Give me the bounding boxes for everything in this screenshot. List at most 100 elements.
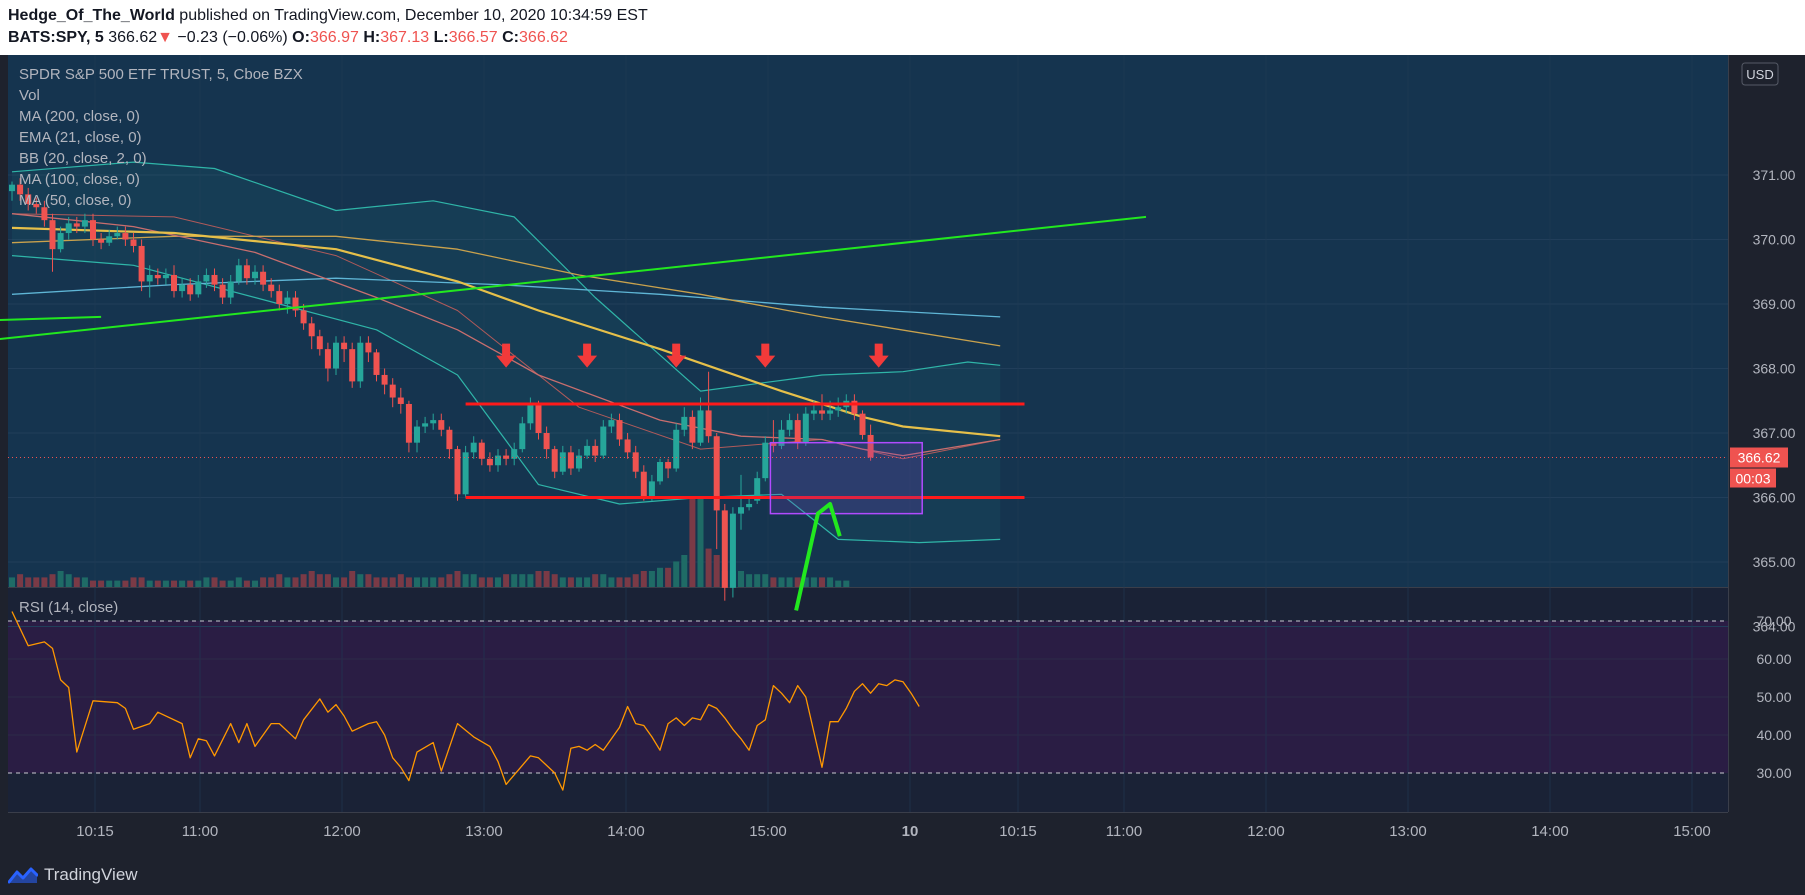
candle-body [284,297,291,304]
candle-body [495,455,501,466]
volume-bar [349,571,356,587]
candle-body [738,507,744,514]
candle-body [397,397,404,404]
candle-body [511,449,518,459]
volume-bar [162,580,169,587]
volume-bar [300,574,307,587]
price-tick-label: 371.00 [1753,167,1796,183]
volume-bar [49,574,56,587]
candle-body [17,184,24,195]
volume-bar [689,497,696,587]
publish-info: published on TradingView.com, December 1… [179,7,648,24]
candle-body [130,239,137,246]
volume-bar [640,571,647,587]
candle-body [470,442,477,453]
candle-body [430,420,437,424]
candle-body [260,271,267,285]
volume-bar [486,577,493,587]
rsi-tick-label: 60.00 [1756,651,1791,667]
time-tick-label: 13:00 [465,823,503,840]
candle-body [405,403,412,443]
time-tick-label: 12:00 [1247,823,1285,840]
candle-body [754,478,761,501]
rsi-legend[interactable]: RSI (14, close) [19,599,119,616]
down-arrow-icon: ▼ [157,29,173,46]
symbol-label: BATS:SPY, 5 [8,29,104,46]
candle-body [9,184,15,192]
volume-bar [551,574,558,587]
candle-body [219,284,226,298]
time-tick-label: 14:00 [1531,823,1569,840]
volume-bar [657,567,663,587]
time-tick-label: 12:00 [323,823,361,840]
candle-body [721,510,728,588]
price-tick-label: 366.00 [1753,490,1796,506]
rising-trendline [0,215,1147,341]
footer[interactable]: TradingView [8,860,138,890]
legend-vol[interactable]: Vol [19,87,40,104]
candle-body [632,452,639,472]
volume-bar [308,571,315,587]
candle-body [373,352,380,375]
price-tick-label: 365.00 [1753,554,1796,570]
down-arrow-icon [868,343,889,368]
author-name[interactable]: Hedge_Of_The_World [8,7,175,24]
volume-bar [503,574,510,587]
candle-body [535,403,542,433]
legend-ma50[interactable]: MA (50, close, 0) [19,192,132,209]
volume-bar [624,577,631,587]
green-check-mark [794,502,842,611]
candle-body [600,426,607,456]
volume-bar [252,580,258,587]
time-tick-label: 11:00 [182,823,218,840]
open-value: 366.97 [309,29,359,46]
candle-body [252,271,258,279]
volume-bar [195,580,202,587]
candle-body [162,274,169,279]
volume-bar [122,580,129,587]
legend-ma100[interactable]: MA (100, close, 0) [19,171,140,188]
volume-bar [25,577,32,587]
volume-bar [778,577,785,587]
volume-bar [535,571,542,587]
candle-body [365,342,372,353]
price-tick-label: 367.00 [1753,425,1796,441]
volume-bar [446,574,453,587]
candle-body [154,274,161,279]
candle-body [486,458,493,466]
tradingview-logo-icon [8,867,38,884]
short-trendline [0,315,102,321]
chart-frame: 371.00 370.00 369.00 368.00 367.00 366.00 365.… [0,55,1805,895]
legend-ma200[interactable]: MA (200, close, 0) [19,108,140,125]
ma50-line [11,226,1001,438]
volume-bar [260,577,267,587]
candle-body [478,442,485,459]
candle-body [308,323,315,337]
candle-body [867,434,874,458]
volume-bar [543,571,550,587]
legend-bb[interactable]: BB (20, close, 2, 0) [19,150,147,167]
candle-body [114,233,121,237]
candle-body [729,513,736,588]
low-value: 366.57 [448,29,498,46]
candle-body [25,194,32,205]
ohlc-line: BATS:SPY, 5 366.62▼ −0.23 (−0.06%) O:366… [8,29,568,47]
candle-body [705,410,712,437]
candle-body [778,429,785,446]
candle-body [624,439,631,453]
candle-body [268,284,275,292]
candle-body [41,207,48,221]
candle-body [57,233,64,250]
rsi-tick-label: 70.00 [1756,613,1791,629]
volume-bar [559,577,566,587]
candle-body [292,297,299,311]
candle-body [389,384,396,398]
volume-bar [389,577,396,587]
legend-ema21[interactable]: EMA (21, close, 0) [19,129,142,146]
volume-bar [373,577,380,587]
volume-bar [333,577,339,587]
price-tick-label: 369.00 [1753,296,1796,312]
volume-bar [33,577,40,587]
chart-canvas[interactable]: 371.00 370.00 369.00 368.00 367.00 366.00 365.… [0,55,1805,895]
candle-body [211,274,218,285]
